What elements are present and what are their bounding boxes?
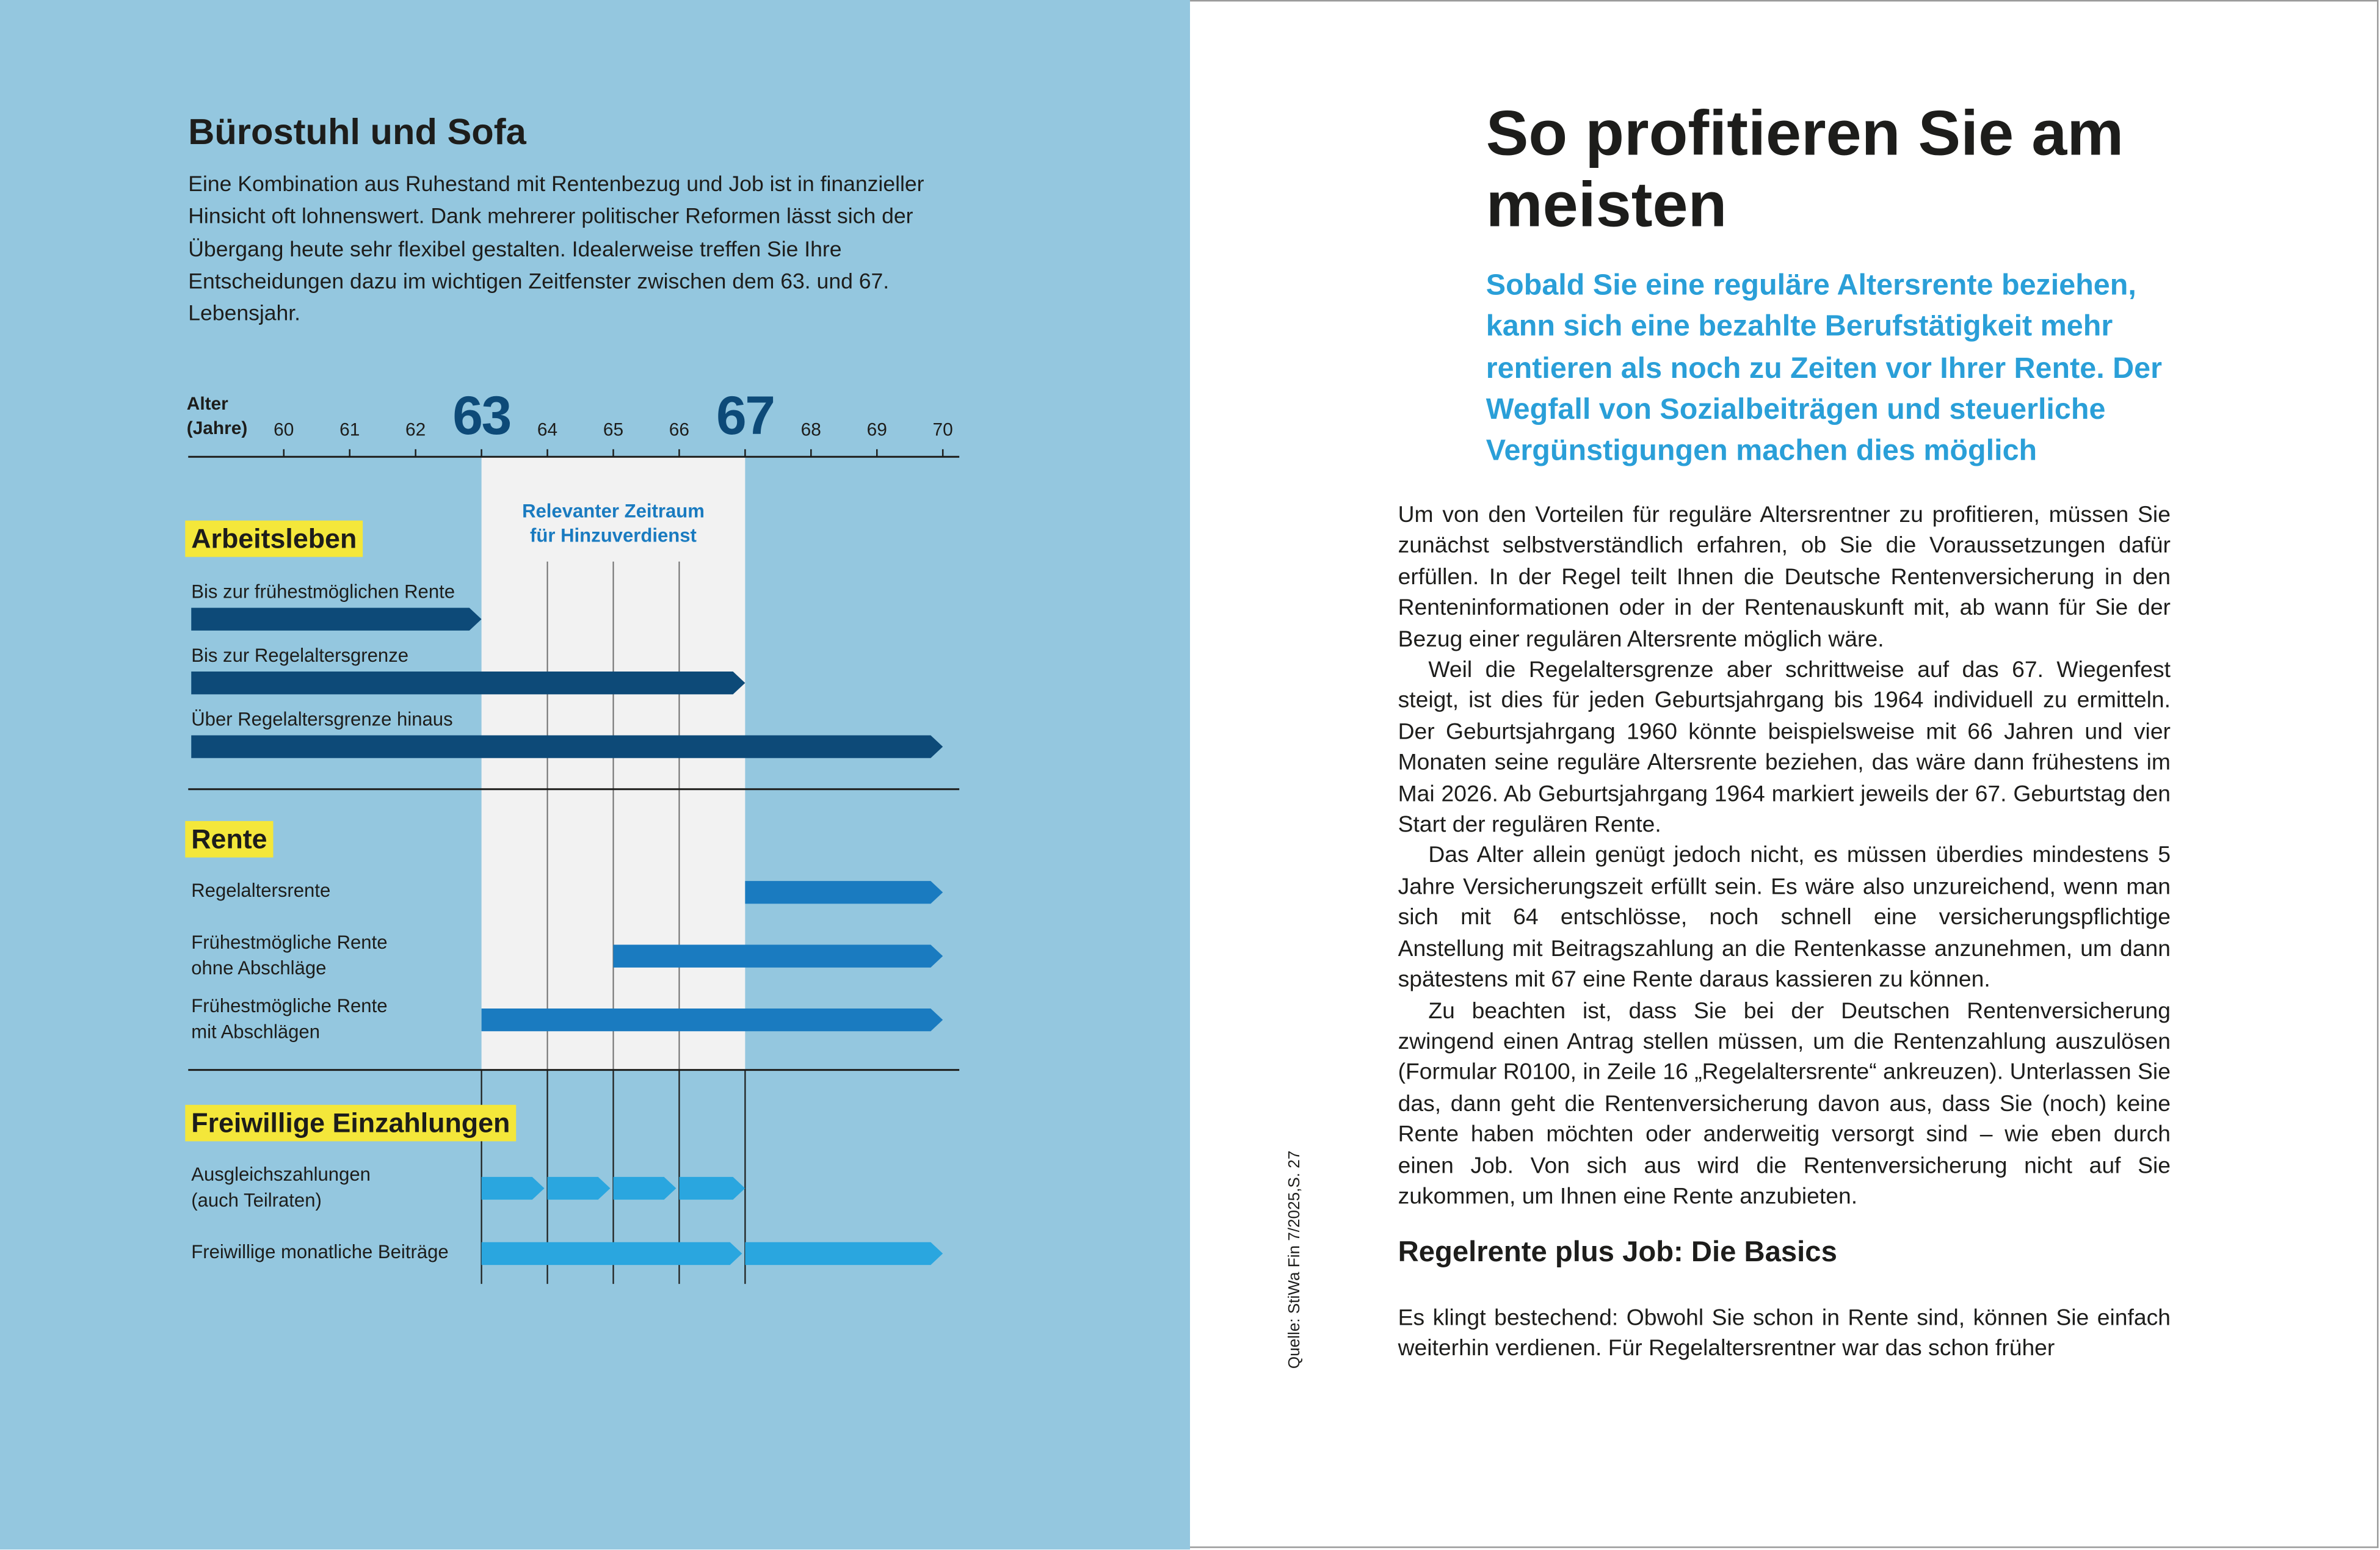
subheading: Regelrente plus Job: Die Basics xyxy=(1398,1237,1837,1269)
group-label: Arbeitsleben xyxy=(185,520,363,557)
left-intro: Eine Kombination aus Ruhestand mit Rente… xyxy=(188,173,924,327)
paragraph: Um von den Vorteilen für reguläre Alters… xyxy=(1398,502,2171,653)
paragraph: Zu beachten ist, dass Sie bei der Deutsc… xyxy=(1398,998,2171,1210)
x-tick-label: 62 xyxy=(405,419,426,440)
group-label: Rente xyxy=(185,820,274,858)
row-label: Bis zur Regelaltersgrenze xyxy=(191,645,409,667)
x-tick-label: 65 xyxy=(603,419,624,440)
range-bar xyxy=(613,1176,677,1200)
x-tick-label: 61 xyxy=(339,419,360,440)
window-label: Relevanter Zeitraum für Hinzuverdienst xyxy=(522,501,705,546)
row-label: Ausgleichszahlungen (auch Teilraten) xyxy=(191,1163,371,1211)
left-title: Bürostuhl und Sofa xyxy=(188,112,526,154)
axis-label: Alter (Jahre) xyxy=(186,393,248,439)
paragraph: Das Alter allein genügt jedoch nicht, es… xyxy=(1398,842,2171,993)
range-bar xyxy=(547,1176,611,1200)
range-bar xyxy=(745,881,943,904)
x-tick-label: 60 xyxy=(274,419,294,440)
article-title: So profitieren Sie am meisten xyxy=(1486,97,2124,240)
x-tick-label: 66 xyxy=(669,419,690,440)
source: Quelle: StiWa Fin 7/2025,S. 27 xyxy=(1285,1150,1304,1369)
range-bar xyxy=(481,1242,742,1266)
x-tick-label: 68 xyxy=(800,419,821,440)
x-tick-label: 70 xyxy=(932,419,953,440)
range-bar xyxy=(745,1242,943,1266)
range-bar xyxy=(191,672,746,695)
row-label: Frühestmögliche Rente ohne Abschläge xyxy=(191,931,388,979)
group-label: Freiwillige Einzahlungen xyxy=(185,1104,517,1142)
closing-text: Es klingt bestechend: Obwohl Sie schon i… xyxy=(1398,1305,2171,1362)
x-tick-label: 64 xyxy=(537,419,558,440)
right-page xyxy=(1190,0,2379,1548)
range-bar xyxy=(481,1176,545,1200)
range-bar xyxy=(481,1008,943,1032)
row-label: Über Regelaltersgrenze hinaus xyxy=(191,708,453,730)
range-bar xyxy=(613,944,943,968)
x-tick-label: 69 xyxy=(866,419,887,440)
range-bar xyxy=(191,735,943,758)
row-label: Regelaltersrente xyxy=(191,880,331,902)
x-tick-label: 63 xyxy=(452,383,512,446)
row-label: Frühestmögliche Rente mit Abschlägen xyxy=(191,994,388,1043)
range-bar xyxy=(679,1176,746,1200)
body-text: Um von den Vorteilen für reguläre Alters… xyxy=(1398,501,2171,1213)
range-bar xyxy=(191,607,482,631)
row-label: Freiwillige monatliche Beiträge xyxy=(191,1242,449,1263)
lead: Sobald Sie eine reguläre Altersrente bez… xyxy=(1486,269,2162,468)
x-tick-label: 67 xyxy=(716,383,775,446)
paragraph: Weil die Regelaltersgrenze aber schrittw… xyxy=(1398,657,2171,838)
row-label: Bis zur frühestmöglichen Rente xyxy=(191,581,455,603)
